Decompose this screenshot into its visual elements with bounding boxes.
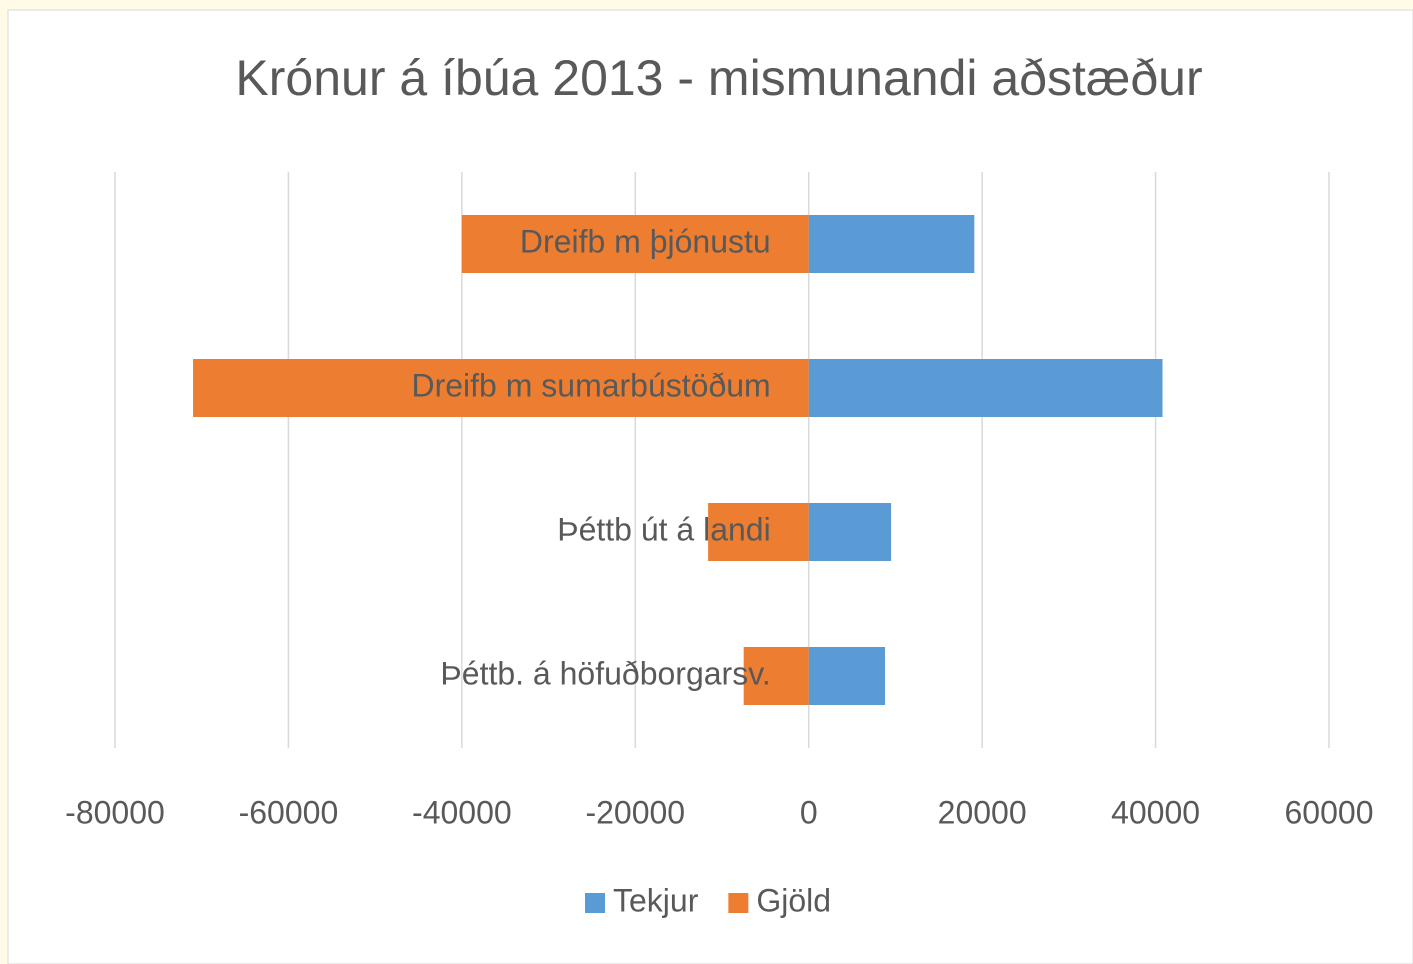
x-tick-label: -60000 — [239, 794, 339, 830]
category-label: Þéttb út á landi — [557, 511, 770, 547]
chart-title: Krónur á íbúa 2013 - mismunandi aðstæður — [235, 50, 1202, 106]
bar — [808, 647, 886, 705]
legend-swatch — [728, 893, 749, 913]
legend-label: Gjöld — [756, 882, 831, 918]
bar — [808, 503, 892, 561]
category-label: Dreifb m sumarbústöðum — [411, 367, 770, 403]
x-tick-label: 60000 — [1285, 794, 1374, 830]
bar — [461, 215, 809, 273]
x-tick-label: 0 — [800, 794, 818, 830]
legend-swatch — [585, 893, 605, 913]
x-tick-label: -80000 — [65, 794, 165, 830]
bar — [808, 215, 975, 273]
x-tick-label: 20000 — [938, 794, 1027, 830]
chart-area — [7, 9, 1413, 964]
bar — [743, 647, 809, 705]
x-tick-label: -40000 — [412, 794, 512, 830]
category-label: Dreifb m þjónustu — [520, 223, 771, 259]
legend-label: Tekjur — [613, 882, 699, 918]
bar — [193, 359, 809, 417]
bar — [808, 359, 1163, 417]
bar — [708, 503, 809, 561]
x-tick-label: 40000 — [1111, 794, 1200, 830]
category-label: Þéttb. á höfuðborgarsv. — [440, 655, 770, 691]
x-tick-label: -20000 — [585, 794, 685, 830]
